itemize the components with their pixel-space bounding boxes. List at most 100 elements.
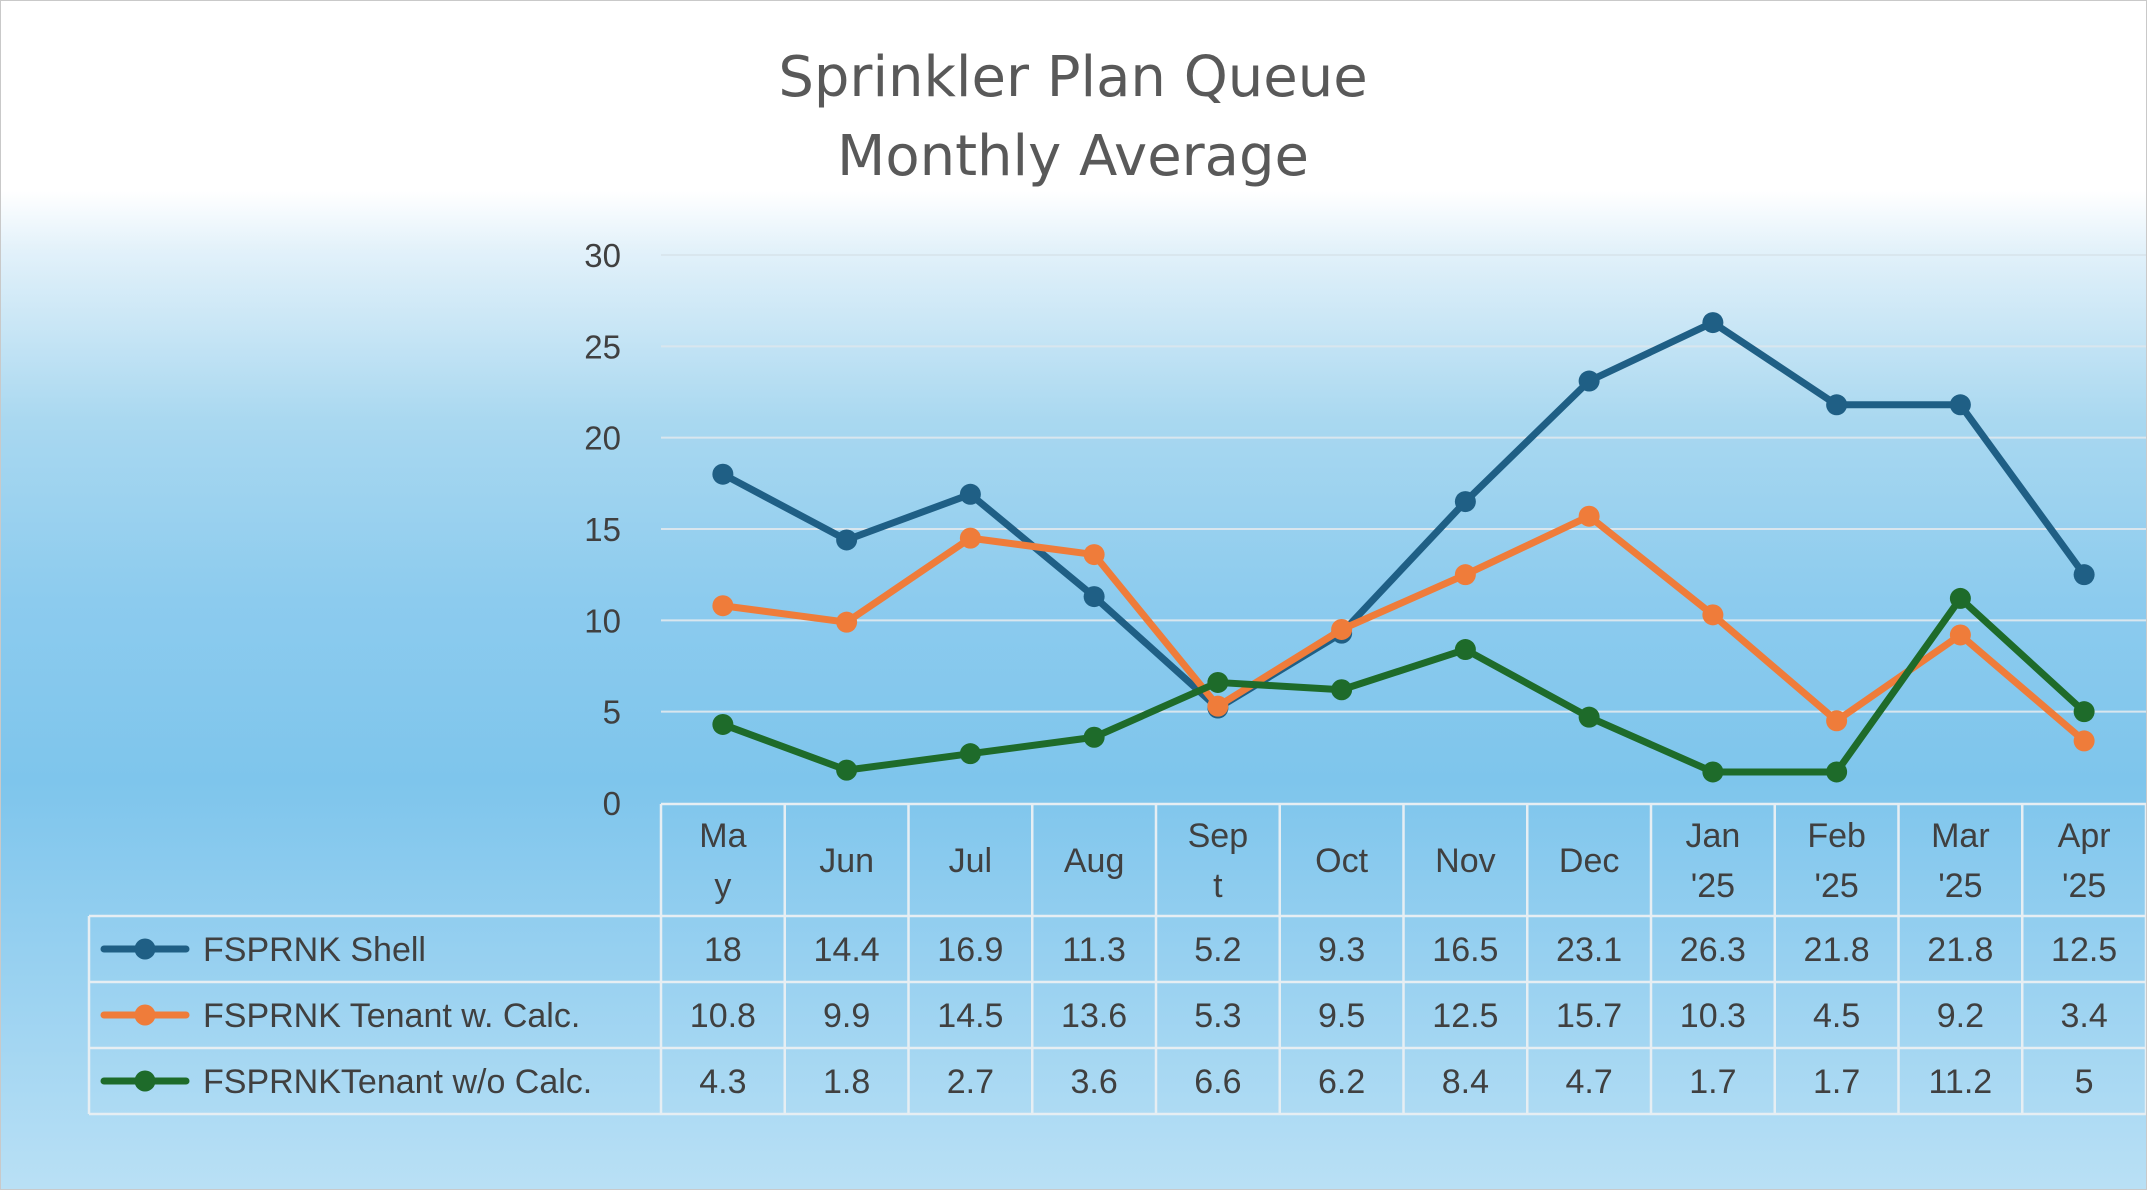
data-point xyxy=(1083,726,1105,748)
data-point xyxy=(1826,710,1848,732)
data-point xyxy=(712,463,734,485)
y-tick-label: 10 xyxy=(584,602,621,639)
category-label: Jan xyxy=(1685,817,1740,855)
data-label: 11.2 xyxy=(1929,1063,1993,1101)
series-fsprnk-shell xyxy=(712,312,2095,719)
data-label: 3.4 xyxy=(2060,997,2107,1035)
data-label: 10.3 xyxy=(1680,997,1746,1035)
data-label: 1.7 xyxy=(1813,1063,1860,1101)
data-point xyxy=(959,483,981,505)
data-label: 2.7 xyxy=(947,1063,994,1101)
data-label: 16.5 xyxy=(1432,931,1498,969)
data-point xyxy=(1826,761,1848,783)
data-label: 1.8 xyxy=(823,1063,870,1101)
data-point xyxy=(712,595,734,617)
data-point xyxy=(712,713,734,735)
category-label: Ma xyxy=(699,817,746,855)
data-label: 5.2 xyxy=(1194,931,1241,969)
category-label: Sep xyxy=(1188,817,1249,855)
data-point xyxy=(2073,701,2095,723)
category-label: '25 xyxy=(1814,867,1858,905)
data-table: Ma y Jun Jul Aug Sep t Oct Nov Dec Jan '25 Feb '25 Mar… xyxy=(87,802,2146,1116)
data-label: 4.7 xyxy=(1565,1063,1612,1101)
data-label: 9.3 xyxy=(1318,931,1365,969)
series-lines xyxy=(712,312,2095,783)
data-point xyxy=(836,529,858,551)
data-label: 6.6 xyxy=(1194,1063,1241,1101)
y-tick-label: 20 xyxy=(584,420,621,457)
data-point xyxy=(1578,706,1600,728)
chart-title: Sprinkler Plan Queue Monthly Average xyxy=(778,45,1367,189)
series-fsprnk-tenant-w-calc- xyxy=(712,505,2095,752)
data-label: 4.5 xyxy=(1813,997,1860,1035)
legend-key xyxy=(100,1070,190,1092)
legend-label: FSPRNK Shell xyxy=(203,931,426,969)
data-label: 18 xyxy=(704,931,742,969)
data-label: 14.4 xyxy=(814,931,880,969)
data-point xyxy=(1702,312,1724,334)
data-label: 12.5 xyxy=(1432,997,1498,1035)
data-label: 8.4 xyxy=(1442,1063,1489,1101)
data-label: 26.3 xyxy=(1680,931,1746,969)
data-label: 9.5 xyxy=(1318,997,1365,1035)
legend-marker xyxy=(134,938,156,960)
data-label: 5.3 xyxy=(1194,997,1241,1035)
data-label: 16.9 xyxy=(937,931,1003,969)
data-point xyxy=(2073,730,2095,752)
series-fsprnktenant-w-o-calc- xyxy=(712,587,2095,783)
data-label: 4.3 xyxy=(699,1063,746,1101)
data-label: 12.5 xyxy=(2051,931,2117,969)
data-label: 1.7 xyxy=(1689,1063,1736,1101)
y-axis-ticks: 0 5 10 15 20 25 30 xyxy=(584,237,621,822)
data-label: 5 xyxy=(2075,1063,2094,1101)
data-point xyxy=(1826,394,1848,416)
data-label: 3.6 xyxy=(1070,1063,1117,1101)
data-point xyxy=(1331,618,1353,640)
data-label: 9.9 xyxy=(823,997,870,1035)
category-label: Dec xyxy=(1559,842,1619,880)
data-label: 23.1 xyxy=(1556,931,1622,969)
series-line xyxy=(719,594,2088,776)
category-label: Nov xyxy=(1435,842,1495,880)
category-label: Feb xyxy=(1807,817,1866,855)
category-label: '25 xyxy=(2062,867,2106,905)
data-point xyxy=(1702,761,1724,783)
y-tick-label: 30 xyxy=(584,237,621,274)
category-label: '25 xyxy=(1691,867,1735,905)
data-point xyxy=(1083,586,1105,608)
category-label: Jun xyxy=(819,842,874,880)
data-label: 21.8 xyxy=(1927,931,1993,969)
data-point xyxy=(1578,370,1600,392)
category-label: Apr xyxy=(2058,817,2111,855)
data-label: 11.3 xyxy=(1062,931,1126,969)
data-label: 15.7 xyxy=(1556,997,1622,1035)
data-label: 6.2 xyxy=(1318,1063,1365,1101)
data-point xyxy=(1949,624,1971,646)
chart-title-line: Monthly Average xyxy=(837,124,1309,189)
data-label: 14.5 xyxy=(937,997,1003,1035)
legend-label: FSPRNK Tenant w. Calc. xyxy=(203,997,580,1035)
data-point xyxy=(959,527,981,549)
data-point xyxy=(836,611,858,633)
category-label: Aug xyxy=(1064,842,1125,880)
y-tick-label: 0 xyxy=(603,785,621,822)
data-point xyxy=(959,743,981,765)
data-point xyxy=(1702,604,1724,626)
data-point xyxy=(1949,587,1971,609)
data-label: 13.6 xyxy=(1061,997,1127,1035)
category-label: Jul xyxy=(949,842,992,880)
data-point xyxy=(1207,695,1229,717)
category-label: y xyxy=(714,867,731,905)
gridlines xyxy=(661,254,2146,713)
legend-label: FSPRNKTenant w/o Calc. xyxy=(203,1063,592,1101)
data-point xyxy=(1454,491,1476,513)
data-point xyxy=(2073,564,2095,586)
data-point xyxy=(1083,544,1105,566)
chart-title-line: Sprinkler Plan Queue xyxy=(778,45,1367,110)
series-line xyxy=(719,319,2088,712)
y-tick-label: 15 xyxy=(584,511,621,548)
y-tick-label: 5 xyxy=(603,694,621,731)
data-point xyxy=(1207,671,1229,693)
data-label: 9.2 xyxy=(1937,997,1984,1035)
